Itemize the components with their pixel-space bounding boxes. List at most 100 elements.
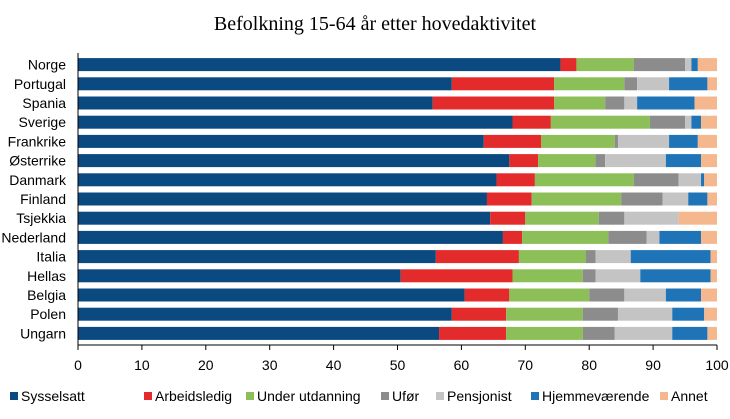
x-tick-label: 80	[581, 357, 597, 373]
bar-segment-polen-arbeidsledig	[451, 307, 507, 321]
x-tick-label: 30	[262, 357, 278, 373]
bar-segment-nederland-ufør	[608, 230, 647, 244]
bar-segment-belgia-hjemmeværende	[665, 288, 702, 302]
legend-swatch-hjemmeværende	[531, 392, 539, 400]
bar-segment-norge-under-utdanning	[576, 58, 634, 72]
bar-segment-danmark-annet	[704, 173, 717, 187]
bar-segment-belgia-ufør	[589, 288, 625, 302]
legend-swatch-pensjonist	[436, 392, 444, 400]
category-label-hellas: Hellas	[27, 268, 66, 284]
bar-segment-spania-arbeidsledig	[432, 96, 555, 110]
bar-segment-tsjekkia-ufør	[598, 211, 625, 225]
bar-segment-norge-hjemmeværende	[691, 58, 698, 72]
bar-segment-italia-ufør	[586, 250, 596, 264]
bar-segment-polen-hjemmeværende	[672, 307, 705, 321]
bar-segment-østerrike-ufør	[595, 154, 606, 168]
bar-segment-portugal-arbeidsledig	[451, 77, 555, 91]
bar-segment-østerrike-annet	[701, 154, 717, 168]
bar-segment-hellas-annet	[710, 269, 717, 283]
bar-segment-finland-hjemmeværende	[688, 192, 708, 206]
bar-segment-ungarn-sysselsatt	[78, 326, 440, 340]
bar-segment-belgia-under-utdanning	[509, 288, 590, 302]
bar-segment-norge-sysselsatt	[78, 58, 561, 72]
category-label-frankrike: Frankrike	[8, 133, 67, 149]
bar-segment-spania-pensjonist	[624, 96, 638, 110]
bar-segment-polen-annet	[704, 307, 717, 321]
bar-segment-sverige-under-utdanning	[550, 115, 650, 129]
bar-segment-ungarn-under-utdanning	[506, 326, 583, 340]
bar-segment-italia-under-utdanning	[518, 250, 587, 264]
bar-segment-hellas-ufør	[582, 269, 596, 283]
category-label-tsjekkia: Tsjekkia	[16, 210, 66, 226]
legend-swatch-under-utdanning	[246, 392, 254, 400]
bar-segment-sverige-hjemmeværende	[691, 115, 702, 129]
bar-segment-hellas-under-utdanning	[512, 269, 583, 283]
bar-segment-portugal-under-utdanning	[554, 77, 625, 91]
bar-segment-frankrike-sysselsatt	[78, 134, 484, 148]
bar-segment-italia-annet	[710, 250, 717, 264]
bar-segment-italia-hjemmeværende	[630, 250, 711, 264]
bars-group	[78, 58, 717, 340]
bar-segment-spania-ufør	[605, 96, 625, 110]
bar-segment-frankrike-under-utdanning	[541, 134, 615, 148]
bar-segment-italia-pensjonist	[595, 250, 631, 264]
category-label-norge: Norge	[28, 57, 66, 73]
x-tick-label: 0	[74, 357, 82, 373]
bar-segment-sverige-pensjonist	[685, 115, 692, 129]
legend-label-hjemmeværende: Hjemmeværende	[542, 388, 650, 404]
bar-segment-hellas-sysselsatt	[78, 269, 401, 283]
bar-segment-ungarn-arbeidsledig	[439, 326, 507, 340]
bar-segment-portugal-ufør	[624, 77, 638, 91]
bar-segment-spania-annet	[694, 96, 717, 110]
bar-segment-spania-sysselsatt	[78, 96, 433, 110]
bar-segment-finland-sysselsatt	[78, 192, 487, 206]
legend-swatch-arbeidsledig	[144, 392, 152, 400]
x-tick-label: 20	[198, 357, 214, 373]
category-label-portugal: Portugal	[14, 76, 66, 92]
legend-label-sysselsatt: Sysselsatt	[21, 388, 85, 404]
bar-segment-finland-annet	[707, 192, 717, 206]
legend-label-arbeidsledig: Arbeidsledig	[155, 388, 232, 404]
bar-segment-danmark-arbeidsledig	[496, 173, 535, 187]
category-label-nederland: Nederland	[1, 229, 66, 245]
legend-label-under-utdanning: Under utdanning	[257, 388, 361, 404]
category-label-finland: Finland	[20, 191, 66, 207]
bar-segment-sverige-arbeidsledig	[512, 115, 551, 129]
bar-segment-frankrike-annet	[697, 134, 717, 148]
bar-segment-ungarn-ufør	[582, 326, 615, 340]
bar-segment-frankrike-ufør	[614, 134, 618, 148]
bar-segment-sverige-annet	[701, 115, 717, 129]
bar-segment-frankrike-arbeidsledig	[483, 134, 542, 148]
bar-segment-spania-under-utdanning	[554, 96, 606, 110]
bar-segment-norge-pensjonist	[685, 58, 692, 72]
x-tick-label: 90	[645, 357, 661, 373]
category-label-italia: Italia	[36, 249, 66, 265]
legend: Sysselsatt Arbeidsledig Under utdanning Ufø…	[10, 388, 708, 404]
bar-segment-danmark-under-utdanning	[534, 173, 634, 187]
category-label-østerrike: Østerrike	[9, 153, 66, 169]
bar-segment-danmark-pensjonist	[678, 173, 702, 187]
bar-segment-finland-pensjonist	[662, 192, 689, 206]
category-label-danmark: Danmark	[9, 172, 67, 188]
bar-segment-belgia-pensjonist	[624, 288, 666, 302]
category-labels: Norge Portugal Spania Sverige Frankrike Øster…	[1, 57, 67, 342]
bar-segment-polen-under-utdanning	[506, 307, 583, 321]
bar-segment-frankrike-pensjonist	[617, 134, 670, 148]
bar-segment-finland-arbeidsledig	[486, 192, 532, 206]
x-tick-label: 40	[326, 357, 342, 373]
bar-segment-østerrike-hjemmeværende	[665, 154, 702, 168]
legend-label-pensjonist: Pensjonist	[447, 388, 512, 404]
bar-segment-tsjekkia-under-utdanning	[525, 211, 599, 225]
category-label-belgia: Belgia	[27, 287, 66, 303]
x-tick-label: 50	[390, 357, 406, 373]
bar-segment-spania-hjemmeværende	[637, 96, 695, 110]
bar-segment-portugal-pensjonist	[637, 77, 670, 91]
category-label-ungarn: Ungarn	[20, 325, 66, 341]
bar-segment-norge-arbeidsledig	[560, 58, 577, 72]
bar-segment-portugal-hjemmeværende	[669, 77, 708, 91]
bar-segment-polen-pensjonist	[617, 307, 673, 321]
legend-label-ufør: Ufør	[392, 388, 420, 404]
bar-segment-belgia-arbeidsledig	[464, 288, 510, 302]
bar-segment-norge-ufør	[633, 58, 686, 72]
